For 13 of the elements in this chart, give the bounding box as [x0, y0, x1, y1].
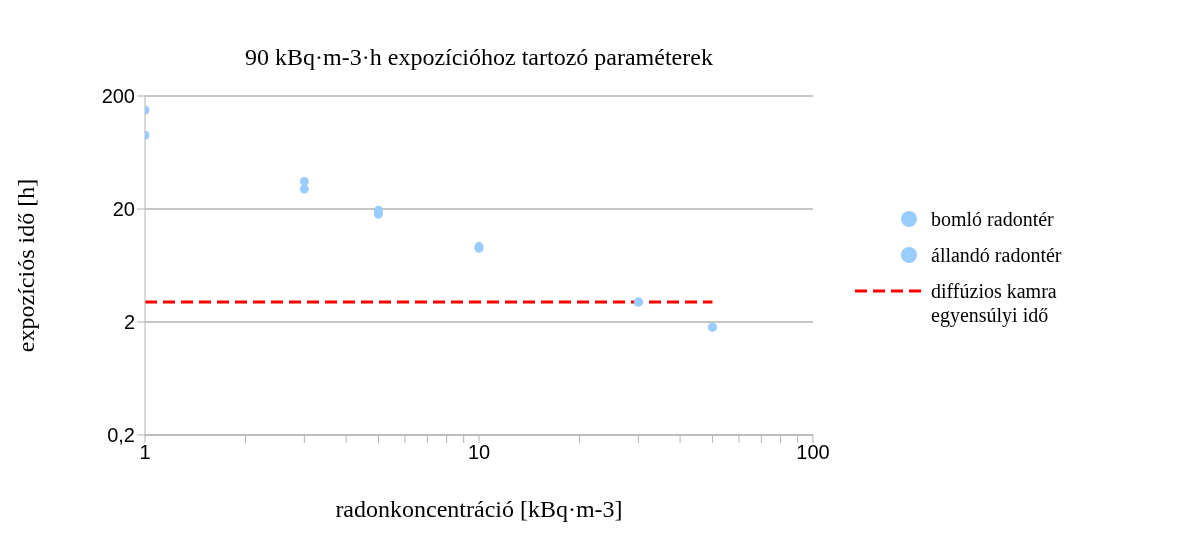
- y-tick-label: 200: [101, 85, 135, 108]
- chart-title: 90 kBq·m-3·h expozícióhoz tartozó paraméterek: [244, 44, 714, 71]
- y-tick-label: 20: [112, 198, 135, 221]
- x-tick-label: 10: [467, 441, 491, 464]
- legend-label: állandó radontér: [931, 243, 1063, 267]
- y-tick-label: 0,2: [107, 424, 135, 447]
- legend-label: bomló radontér: [931, 207, 1055, 231]
- x-tick-label: 1: [139, 441, 151, 464]
- legend-label: diffúzios kamra egyensúlyi idő: [931, 279, 1058, 327]
- y-axis-title: expozíciós idő [h]: [12, 178, 39, 353]
- y-tick-label: 2: [123, 311, 135, 334]
- x-axis-title: radonkoncentráció [kBq·m-3]: [335, 496, 623, 522]
- x-tick-label: 100: [796, 441, 830, 464]
